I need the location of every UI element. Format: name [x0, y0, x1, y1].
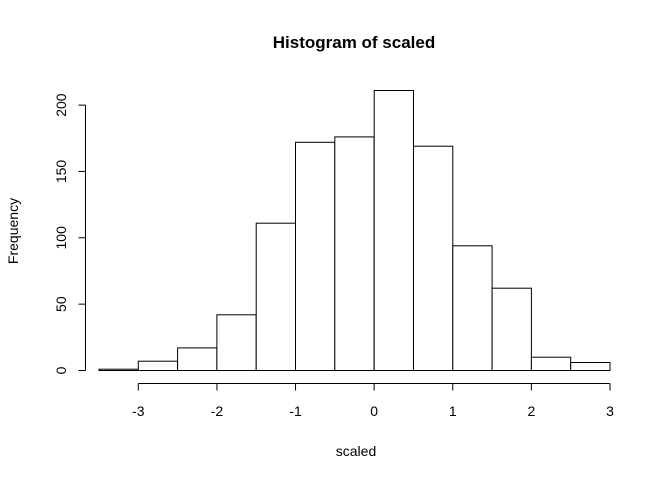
y-tick-label: 150: [53, 160, 69, 184]
histogram-bar-9: [452, 245, 493, 371]
histogram-bar-0: [98, 368, 139, 372]
x-tick-label: 1: [449, 403, 457, 419]
x-tick-label: -3: [132, 403, 145, 419]
y-axis-label: Frequency: [5, 198, 21, 264]
x-tick-label: 0: [370, 403, 378, 419]
y-tick-label: 100: [53, 226, 69, 250]
histogram-bar-8: [413, 145, 454, 371]
x-tick-label: 3: [606, 403, 614, 419]
y-tick-label: 0: [53, 366, 69, 374]
histogram-bar-1: [137, 360, 179, 372]
histogram-bar-6: [334, 136, 375, 371]
x-tick-label: -1: [289, 403, 302, 419]
x-tick-label: -2: [211, 403, 224, 419]
histogram-bar-11: [530, 356, 572, 372]
histogram-bar-4: [255, 222, 297, 371]
histogram-bar-7: [373, 90, 415, 371]
x-axis: -3 -2 -1 0 1 2 3: [132, 383, 614, 419]
histogram-bar-2: [177, 347, 218, 371]
bars-group: [98, 90, 611, 372]
y-tick-label: 200: [53, 93, 69, 117]
y-axis: 0 50 100 150 200: [53, 93, 86, 374]
histogram-bar-10: [491, 287, 532, 372]
x-axis-label: scaled: [336, 443, 376, 459]
chart-title: Histogram of scaled: [273, 33, 436, 52]
histogram-bar-12: [570, 362, 611, 371]
y-tick-label: 50: [53, 296, 69, 312]
histogram-bar-5: [295, 141, 336, 371]
histogram-bar-3: [216, 314, 257, 371]
x-tick-label: 2: [527, 403, 535, 419]
